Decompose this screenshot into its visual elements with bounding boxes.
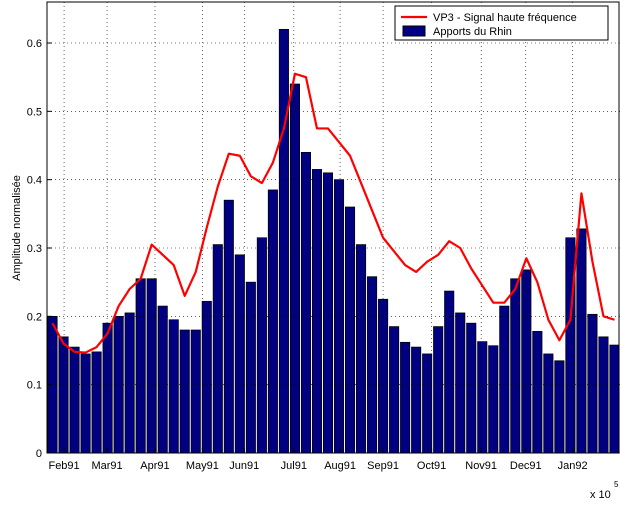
- bar: [190, 329, 201, 454]
- bar: [356, 244, 367, 454]
- bar: [433, 326, 444, 454]
- y-axis-label: Amplitude normalisée: [11, 175, 23, 281]
- x-tick-label: Sep91: [367, 460, 399, 472]
- bar: [576, 228, 587, 454]
- bar: [609, 344, 620, 454]
- bar: [587, 313, 598, 454]
- bar: [455, 312, 466, 454]
- bar: [223, 199, 234, 454]
- bar: [499, 305, 510, 454]
- bar: [124, 312, 135, 454]
- bar: [234, 254, 245, 454]
- y-tick-label: 0.3: [27, 243, 42, 255]
- bar: [102, 322, 113, 454]
- x-tick-label: May91: [186, 460, 219, 472]
- bar: [256, 237, 267, 454]
- bar: [267, 189, 278, 454]
- bar: [400, 341, 411, 454]
- bar: [477, 341, 488, 454]
- x-tick-label: Aug91: [324, 460, 356, 472]
- bar: [311, 169, 323, 454]
- y-tick-label: 0: [36, 448, 42, 460]
- bar: [466, 322, 477, 454]
- y-tick-label: 0.5: [27, 106, 42, 118]
- bar: [422, 353, 433, 454]
- bar: [532, 331, 543, 454]
- bar: [554, 360, 565, 454]
- y-tick-label: 0.1: [27, 380, 42, 392]
- bar: [212, 244, 223, 454]
- x-tick-label: Jul91: [281, 460, 307, 472]
- x-tick-label: Mar91: [91, 460, 122, 472]
- bar: [80, 353, 91, 454]
- plot-frame: [46, 1, 620, 454]
- line: [51, 72, 615, 354]
- bar: [91, 351, 102, 454]
- bar: [367, 276, 378, 454]
- axis-multiplier: x 10: [590, 489, 611, 501]
- bar: [179, 329, 190, 454]
- x-tick-label: Apr91: [140, 460, 169, 472]
- bar: [289, 83, 300, 454]
- bar: [444, 290, 455, 454]
- x-tick-label: Jun91: [229, 460, 259, 472]
- x-tick-label: Nov91: [465, 460, 497, 472]
- bar: [322, 172, 334, 454]
- bar: [488, 345, 499, 454]
- bar: [521, 269, 532, 454]
- bar: [58, 336, 69, 454]
- bar: [245, 281, 256, 454]
- legend-swatch: [402, 25, 426, 37]
- bar: [135, 278, 146, 454]
- legend-label: VP3 - Signal haute fréquence: [433, 12, 577, 24]
- x-tick-label: Feb91: [48, 460, 79, 472]
- bar: [69, 346, 80, 454]
- y-tick-label: 0.6: [27, 38, 42, 50]
- bar: [300, 151, 311, 454]
- bar: [510, 278, 521, 454]
- bar: [157, 305, 168, 454]
- bar: [201, 300, 212, 454]
- bar: [411, 346, 422, 454]
- y-tick-label: 0.2: [27, 311, 42, 323]
- x-tick-label: Jan92: [558, 460, 588, 472]
- x-tick-label: Dec91: [510, 460, 542, 472]
- y-tick-label: 0.4: [27, 175, 42, 187]
- bar: [168, 319, 179, 454]
- axis-multiplier-exponent: 5: [614, 480, 619, 489]
- bar: [389, 326, 400, 454]
- x-tick-label: Oct91: [417, 460, 446, 472]
- legend-box: [394, 5, 609, 41]
- legend-label: Apports du Rhin: [433, 26, 512, 38]
- bar: [344, 206, 356, 454]
- bar: [278, 28, 289, 454]
- bar: [598, 336, 609, 454]
- bar: [543, 353, 554, 454]
